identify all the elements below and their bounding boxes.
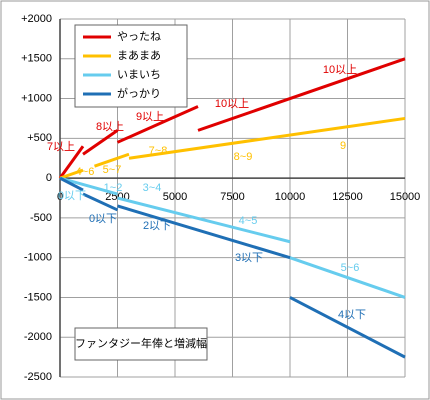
line-annotation: 3以下 — [235, 252, 263, 264]
y-tick-label: -1500 — [24, 291, 52, 303]
line-annotation: 2以下 — [143, 220, 171, 232]
y-tick-label: 0 — [46, 172, 52, 184]
y-tick-label: -2000 — [24, 331, 52, 343]
x-tick-label: 12500 — [332, 191, 363, 203]
legend-label: まあまあ — [117, 49, 161, 62]
line-annotation: 0以下 — [89, 213, 117, 225]
line-annotation: 5~7 — [103, 164, 122, 176]
series-line — [58, 57, 406, 179]
legend-label: やったね — [117, 30, 161, 43]
x-tick-label: 7500 — [220, 191, 244, 203]
line-annotation: 0以下 — [58, 190, 86, 202]
y-tick-label: +500 — [27, 132, 52, 144]
line-annotation: 10以上 — [323, 63, 357, 76]
y-tick-label: +1000 — [21, 92, 52, 104]
x-tick-label: 5000 — [163, 191, 187, 203]
y-tick-label: -2500 — [24, 371, 52, 383]
line-annotation: 10以上 — [215, 97, 249, 110]
line-annotation: 1~2 — [104, 182, 123, 194]
y-tick-label: -500 — [30, 212, 52, 224]
line-annotation: 4~5 — [239, 215, 258, 227]
y-tick-label: +1500 — [21, 53, 52, 65]
x-tick-label: 10000 — [275, 191, 306, 203]
line-annotation: 9 — [340, 140, 346, 152]
y-tick-label: +2000 — [21, 13, 52, 25]
line-annotation: 3~4 — [143, 182, 162, 194]
x-tick-label: 15000 — [390, 191, 421, 203]
series-line — [59, 176, 406, 359]
line-annotation: 5~6 — [341, 262, 360, 274]
line-annotation: 8以上 — [96, 120, 124, 133]
line-annotation: 9以上 — [136, 110, 164, 123]
legend-label: がっかり — [117, 86, 161, 100]
line-annotation: 4~6 — [76, 166, 95, 178]
y-tick-label: -1000 — [24, 252, 52, 264]
series-line — [59, 116, 406, 180]
title-box — [74, 327, 208, 361]
line-annotation: 4以下 — [338, 309, 366, 321]
line-annotation: 8~9 — [234, 151, 253, 163]
line-annotation: 7~8 — [149, 145, 168, 157]
chart-title: ファンタジー年俸と増減幅 — [75, 336, 207, 350]
line-annotation: 7以上 — [47, 140, 75, 153]
legend-label: いまいち — [117, 68, 161, 81]
series-line — [59, 176, 406, 299]
